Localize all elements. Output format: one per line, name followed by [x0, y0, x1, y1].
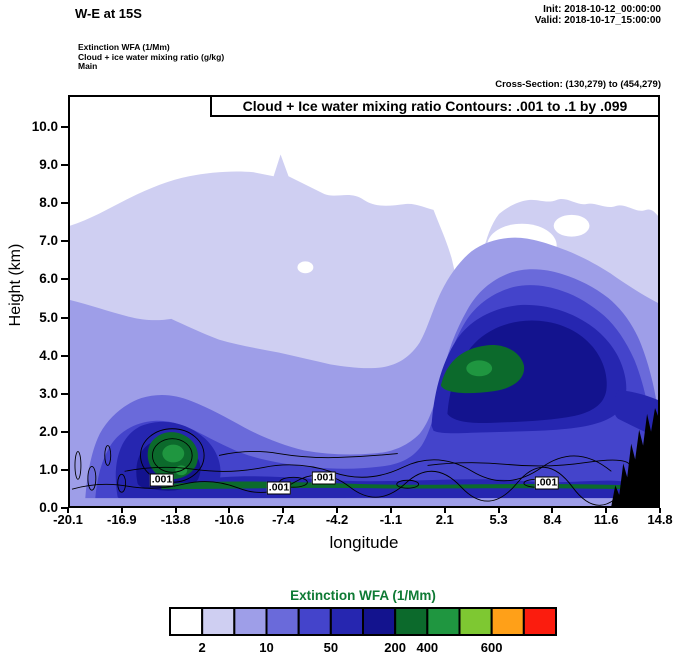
colorbar-title: Extinction WFA (1/Mm): [290, 588, 436, 603]
x-tick-mark: [282, 508, 285, 513]
plotted-fields-list: Extinction WFA (1/Mm) Cloud + ice water …: [78, 42, 225, 72]
contour-line-11: [396, 479, 420, 489]
contour-line-7: [104, 445, 112, 466]
page-title: W-E at 15S: [75, 6, 142, 21]
y-tick-mark: [61, 126, 68, 128]
contour-info-text: Cloud + Ice water mixing ratio Contours:…: [242, 98, 628, 114]
y-tick-mark: [61, 240, 68, 243]
colorbar: [168, 606, 558, 637]
colorbar-tick-label: 400: [416, 640, 439, 655]
field-main: Main: [78, 61, 98, 71]
colorbar-tick-label: 10: [259, 640, 274, 655]
x-tick-label: 11.6: [593, 512, 619, 527]
colorbar-tick-label: 200: [384, 640, 407, 655]
colorbar-cell-1: [169, 607, 204, 636]
contour-value-label: .001: [149, 473, 175, 487]
contour-line-8: [117, 473, 127, 493]
colorbar-cell-9: [426, 607, 461, 636]
colorbar-svg: [169, 607, 558, 636]
contour-value-label: .001: [266, 481, 292, 495]
y-tick-label: 8.0: [39, 195, 58, 211]
x-axis-label: longitude: [329, 533, 399, 552]
x-tick-mark: [389, 508, 392, 513]
field-region-surface-strip: [70, 498, 658, 506]
y-tick-label: 2.0: [39, 423, 58, 439]
colorbar-tick-label: 2: [198, 640, 206, 655]
y-tick-mark: [61, 430, 68, 433]
colorbar-cell-5: [297, 607, 332, 636]
contour-line-2: [124, 455, 612, 482]
field-mixing-ratio: Cloud + ice water mixing ratio (g/kg): [78, 51, 225, 62]
colorbar-cell-11: [490, 607, 525, 636]
y-tick-label: 0.0: [39, 500, 58, 515]
x-tick-mark: [497, 508, 500, 513]
y-tick-label: 1.0: [39, 461, 58, 477]
x-tick-label: -20.1: [53, 512, 83, 527]
terrain-silhouette: [611, 407, 658, 506]
colorbar-tick-label: 50: [323, 640, 339, 655]
colorbar-cell-12: [522, 607, 558, 636]
x-tick-mark: [336, 508, 339, 513]
contour-field-svg: [70, 97, 658, 506]
y-tick-label: 9.0: [39, 157, 58, 173]
x-tick-label: 8.4: [543, 512, 562, 527]
x-tick-mark: [228, 508, 231, 513]
contour-value-label: .001: [534, 476, 560, 490]
contour-info-box: Cloud + Ice water mixing ratio Contours:…: [210, 95, 660, 117]
field-region-clear-hole-3: [297, 261, 314, 274]
x-tick-label: -1.1: [379, 512, 403, 527]
y-tick-mark: [61, 507, 68, 509]
contour-line-4: [427, 459, 631, 467]
y-tick-mark: [61, 316, 68, 319]
x-tick-mark: [120, 508, 123, 513]
y-tick-mark: [61, 164, 68, 167]
field-extinction: Extinction WFA (1/Mm): [78, 42, 170, 52]
x-tick-label: -7.4: [272, 512, 295, 527]
contour-line-5: [74, 451, 82, 480]
init-time: Init: 2018-10-12_00:00:00: [543, 4, 661, 15]
contour-line-6: [87, 465, 97, 491]
x-tick-label: -4.2: [325, 512, 349, 527]
x-tick-mark: [605, 508, 608, 513]
colorbar-cell-2: [201, 607, 236, 636]
colorbar-cell-3: [233, 607, 268, 636]
x-tick-mark: [67, 508, 69, 513]
colorbar-cell-8: [394, 607, 429, 636]
x-tick-label: 5.3: [489, 512, 508, 527]
x-tick-mark: [659, 508, 662, 513]
field-region-bright-green-spot-1: [162, 444, 185, 463]
y-tick-mark: [61, 278, 68, 281]
field-region-bright-green-spot-3: [466, 360, 493, 377]
y-tick-mark: [61, 392, 68, 395]
x-tick-mark: [174, 508, 177, 513]
colorbar-cell-6: [329, 607, 364, 636]
colorbar-cell-7: [362, 607, 397, 636]
y-tick-label: 10.0: [31, 119, 58, 134]
y-axis-label: Height (km): [7, 243, 24, 327]
x-tick-mark: [443, 508, 446, 513]
x-tick-mark: [551, 508, 554, 513]
field-region-clear-hole-2: [553, 214, 590, 237]
y-tick-label: 4.0: [39, 347, 58, 363]
x-tick-label: 14.8: [647, 512, 673, 527]
contour-line-3: [218, 451, 398, 459]
cross-section-plot: Cloud + Ice water mixing ratio Contours:…: [68, 95, 660, 508]
y-tick-mark: [61, 202, 68, 205]
model-times: Init: 2018-10-12_00:00:00 Valid: 2018-10…: [535, 4, 661, 26]
y-tick-label: 3.0: [39, 385, 58, 401]
contour-value-label: .001: [311, 471, 337, 485]
x-tick-label: 2.1: [435, 512, 454, 527]
x-tick-label: -13.8: [160, 512, 191, 527]
y-tick-mark: [61, 354, 68, 357]
y-tick-mark: [61, 468, 68, 471]
x-tick-label: -10.6: [214, 512, 245, 527]
valid-time: Valid: 2018-10-17_15:00:00: [534, 15, 661, 26]
colorbar-cell-4: [265, 607, 300, 636]
contour-line-10: [151, 438, 193, 473]
colorbar-cell-10: [458, 607, 493, 636]
cross-section-info: Cross-Section: (130,279) to (454,279): [495, 79, 661, 90]
x-tick-label: -16.9: [106, 512, 137, 527]
colorbar-tick-label: 600: [480, 640, 503, 655]
